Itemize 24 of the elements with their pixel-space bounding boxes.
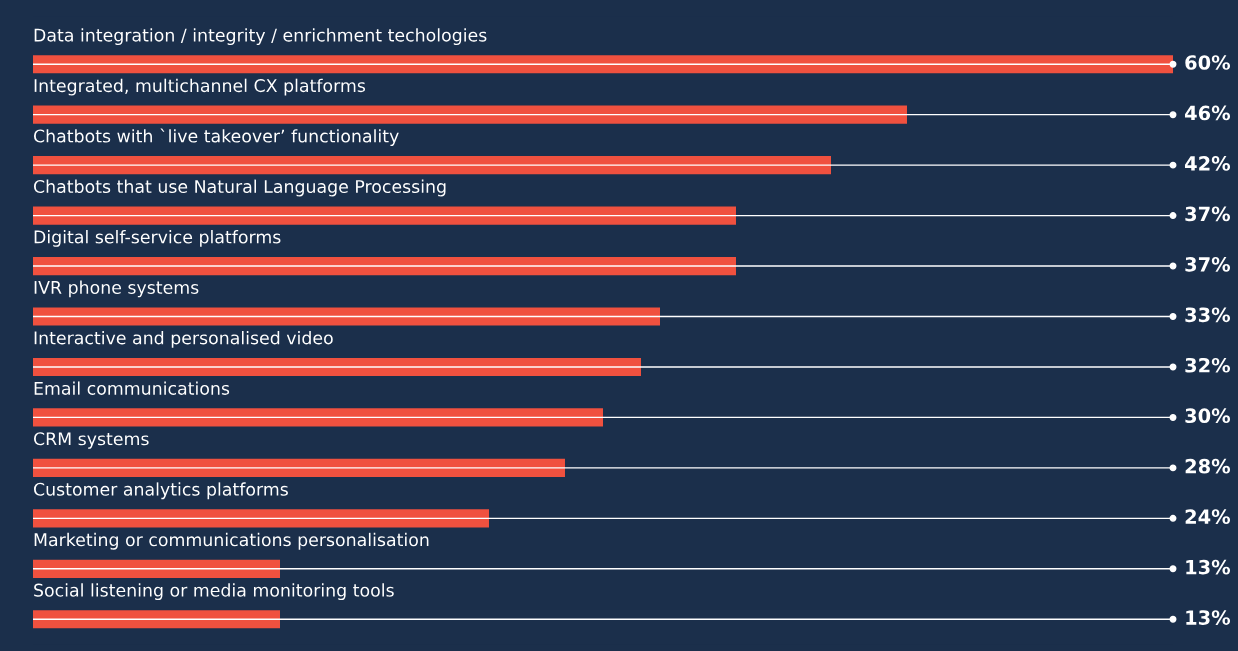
- y-tick-label: CRM systems: [33, 432, 149, 449]
- data-label: 32%: [1185, 357, 1231, 373]
- data-label: 37%: [1185, 256, 1231, 272]
- data-label: 13%: [1186, 610, 1231, 625]
- data-label: 46%: [1184, 105, 1231, 121]
- data-label: 42%: [1184, 156, 1231, 171]
- data-label: 24%: [1185, 509, 1231, 524]
- y-tick-label: Social listening or media monitoring tools: [34, 583, 394, 601]
- y-tick-label: Customer analytics platforms: [33, 482, 288, 500]
- y-tick-label: Digital self-service platforms: [34, 230, 281, 247]
- y-tick-label: IVR phone systems: [34, 280, 199, 298]
- y-tick-label: Interactive and personalised video: [34, 330, 333, 348]
- y-tick-label: Integrated, multichannel CX platforms: [34, 78, 366, 96]
- y-tick-label: Data integration / integrity / enrichment techologies: [34, 28, 487, 46]
- y-tick-label: Chatbots that use Natural Language Processing: [33, 179, 446, 197]
- y-tick-label: Chatbots with `live takeover’ functionality: [33, 128, 399, 146]
- data-label: 13%: [1186, 559, 1231, 575]
- data-label: 30%: [1185, 408, 1231, 424]
- data-label: 60%: [1185, 55, 1231, 70]
- data-label: 33%: [1185, 307, 1231, 323]
- data-label: 37%: [1185, 206, 1231, 222]
- y-tick-label: Marketing or communications personalisation: [34, 532, 429, 550]
- data-label: 28%: [1185, 458, 1231, 474]
- y-tick-label: Email communications: [34, 381, 230, 395]
